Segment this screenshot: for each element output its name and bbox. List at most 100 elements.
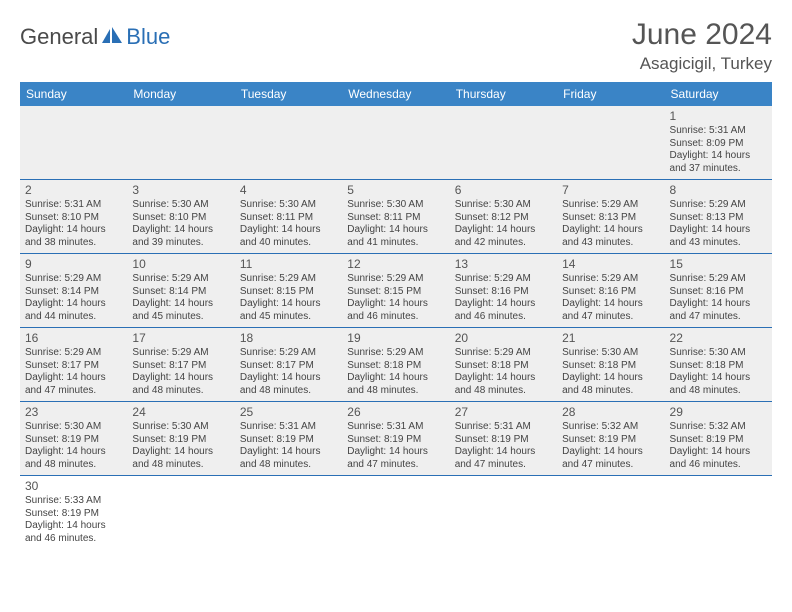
day-number: 30 — [25, 479, 122, 494]
day1-text: Daylight: 14 hours — [347, 446, 444, 459]
day-number: 13 — [455, 257, 552, 272]
day-number: 16 — [25, 331, 122, 346]
day1-text: Daylight: 14 hours — [347, 372, 444, 385]
day2-text: and 48 minutes. — [562, 385, 659, 398]
day-number: 6 — [455, 183, 552, 198]
day2-text: and 46 minutes. — [347, 311, 444, 324]
sunset-text: Sunset: 8:17 PM — [25, 360, 122, 373]
calendar-cell — [127, 476, 234, 550]
sunrise-text: Sunrise: 5:32 AM — [562, 421, 659, 434]
calendar-cell — [235, 106, 342, 180]
day-header: Tuesday — [235, 82, 342, 106]
calendar-cell: 4Sunrise: 5:30 AMSunset: 8:11 PMDaylight… — [235, 180, 342, 254]
calendar-cell: 15Sunrise: 5:29 AMSunset: 8:16 PMDayligh… — [665, 254, 772, 328]
day2-text: and 38 minutes. — [25, 237, 122, 250]
day2-text: and 39 minutes. — [132, 237, 229, 250]
logo-text-general: General — [20, 24, 98, 50]
sunset-text: Sunset: 8:19 PM — [670, 434, 767, 447]
logo-text-blue: Blue — [126, 24, 170, 50]
sunrise-text: Sunrise: 5:33 AM — [25, 495, 122, 508]
day-number: 10 — [132, 257, 229, 272]
location: Asagicigil, Turkey — [632, 54, 772, 74]
calendar-cell: 29Sunrise: 5:32 AMSunset: 8:19 PMDayligh… — [665, 402, 772, 476]
day1-text: Daylight: 14 hours — [670, 298, 767, 311]
calendar-cell: 27Sunrise: 5:31 AMSunset: 8:19 PMDayligh… — [450, 402, 557, 476]
sunrise-text: Sunrise: 5:29 AM — [562, 199, 659, 212]
day1-text: Daylight: 14 hours — [455, 224, 552, 237]
sunset-text: Sunset: 8:16 PM — [562, 286, 659, 299]
day-number: 28 — [562, 405, 659, 420]
calendar-cell: 17Sunrise: 5:29 AMSunset: 8:17 PMDayligh… — [127, 328, 234, 402]
calendar-cell: 8Sunrise: 5:29 AMSunset: 8:13 PMDaylight… — [665, 180, 772, 254]
day-number: 3 — [132, 183, 229, 198]
calendar-cell: 7Sunrise: 5:29 AMSunset: 8:13 PMDaylight… — [557, 180, 664, 254]
day2-text: and 42 minutes. — [455, 237, 552, 250]
sunset-text: Sunset: 8:19 PM — [132, 434, 229, 447]
calendar-cell: 14Sunrise: 5:29 AMSunset: 8:16 PMDayligh… — [557, 254, 664, 328]
day1-text: Daylight: 14 hours — [132, 372, 229, 385]
calendar-cell: 13Sunrise: 5:29 AMSunset: 8:16 PMDayligh… — [450, 254, 557, 328]
calendar-cell: 16Sunrise: 5:29 AMSunset: 8:17 PMDayligh… — [20, 328, 127, 402]
calendar-cell: 30Sunrise: 5:33 AMSunset: 8:19 PMDayligh… — [20, 476, 127, 550]
day1-text: Daylight: 14 hours — [25, 224, 122, 237]
sunset-text: Sunset: 8:14 PM — [132, 286, 229, 299]
sunrise-text: Sunrise: 5:32 AM — [670, 421, 767, 434]
sunrise-text: Sunrise: 5:29 AM — [347, 347, 444, 360]
sunrise-text: Sunrise: 5:30 AM — [562, 347, 659, 360]
calendar-cell: 3Sunrise: 5:30 AMSunset: 8:10 PMDaylight… — [127, 180, 234, 254]
day1-text: Daylight: 14 hours — [25, 520, 122, 533]
sunrise-text: Sunrise: 5:29 AM — [455, 273, 552, 286]
day-number: 29 — [670, 405, 767, 420]
day1-text: Daylight: 14 hours — [132, 298, 229, 311]
sunrise-text: Sunrise: 5:31 AM — [455, 421, 552, 434]
calendar-cell — [235, 476, 342, 550]
day2-text: and 46 minutes. — [670, 459, 767, 472]
sunset-text: Sunset: 8:19 PM — [25, 508, 122, 521]
calendar-cell: 25Sunrise: 5:31 AMSunset: 8:19 PMDayligh… — [235, 402, 342, 476]
month-title: June 2024 — [632, 18, 772, 52]
calendar-cell — [665, 476, 772, 550]
day-header: Saturday — [665, 82, 772, 106]
sunrise-text: Sunrise: 5:29 AM — [670, 199, 767, 212]
day-header: Thursday — [450, 82, 557, 106]
day-number: 11 — [240, 257, 337, 272]
day1-text: Daylight: 14 hours — [240, 224, 337, 237]
sunset-text: Sunset: 8:16 PM — [455, 286, 552, 299]
day1-text: Daylight: 14 hours — [562, 372, 659, 385]
day-number: 19 — [347, 331, 444, 346]
day-header: Wednesday — [342, 82, 449, 106]
day2-text: and 43 minutes. — [670, 237, 767, 250]
day1-text: Daylight: 14 hours — [670, 150, 767, 163]
sunset-text: Sunset: 8:12 PM — [455, 212, 552, 225]
calendar-cell: 5Sunrise: 5:30 AMSunset: 8:11 PMDaylight… — [342, 180, 449, 254]
calendar-cell: 26Sunrise: 5:31 AMSunset: 8:19 PMDayligh… — [342, 402, 449, 476]
sunrise-text: Sunrise: 5:29 AM — [132, 347, 229, 360]
day1-text: Daylight: 14 hours — [240, 446, 337, 459]
day-number: 4 — [240, 183, 337, 198]
sunset-text: Sunset: 8:19 PM — [25, 434, 122, 447]
calendar-row: 16 Sunrise: 5:29 AM Sunset: 8:17 PM Dayligh… — [20, 328, 772, 402]
sunrise-text: Sunrise: 5:30 AM — [132, 421, 229, 434]
day1-text: Daylight: 14 hours — [132, 224, 229, 237]
day-number: 1 — [670, 109, 767, 124]
sunrise-text: Sunrise: 5:30 AM — [455, 199, 552, 212]
day1-text: Daylight: 14 hours — [670, 372, 767, 385]
day-header: Friday — [557, 82, 664, 106]
sunset-text: Sunset: 8:18 PM — [455, 360, 552, 373]
day-number: 24 — [132, 405, 229, 420]
sunset-text: Sunset: 8:14 PM — [25, 286, 122, 299]
sunrise-text: Sunrise: 5:31 AM — [25, 199, 122, 212]
sunset-text: Sunset: 8:09 PM — [670, 138, 767, 151]
day1-text: Daylight: 14 hours — [455, 298, 552, 311]
day-number: 2 — [25, 183, 122, 198]
day1-text: Daylight: 14 hours — [670, 224, 767, 237]
day2-text: and 47 minutes. — [25, 385, 122, 398]
day-number: 8 — [670, 183, 767, 198]
sunset-text: Sunset: 8:15 PM — [347, 286, 444, 299]
day2-text: and 47 minutes. — [455, 459, 552, 472]
sunset-text: Sunset: 8:19 PM — [455, 434, 552, 447]
sunset-text: Sunset: 8:13 PM — [562, 212, 659, 225]
day2-text: and 45 minutes. — [240, 311, 337, 324]
sunrise-text: Sunrise: 5:30 AM — [347, 199, 444, 212]
sunset-text: Sunset: 8:19 PM — [562, 434, 659, 447]
